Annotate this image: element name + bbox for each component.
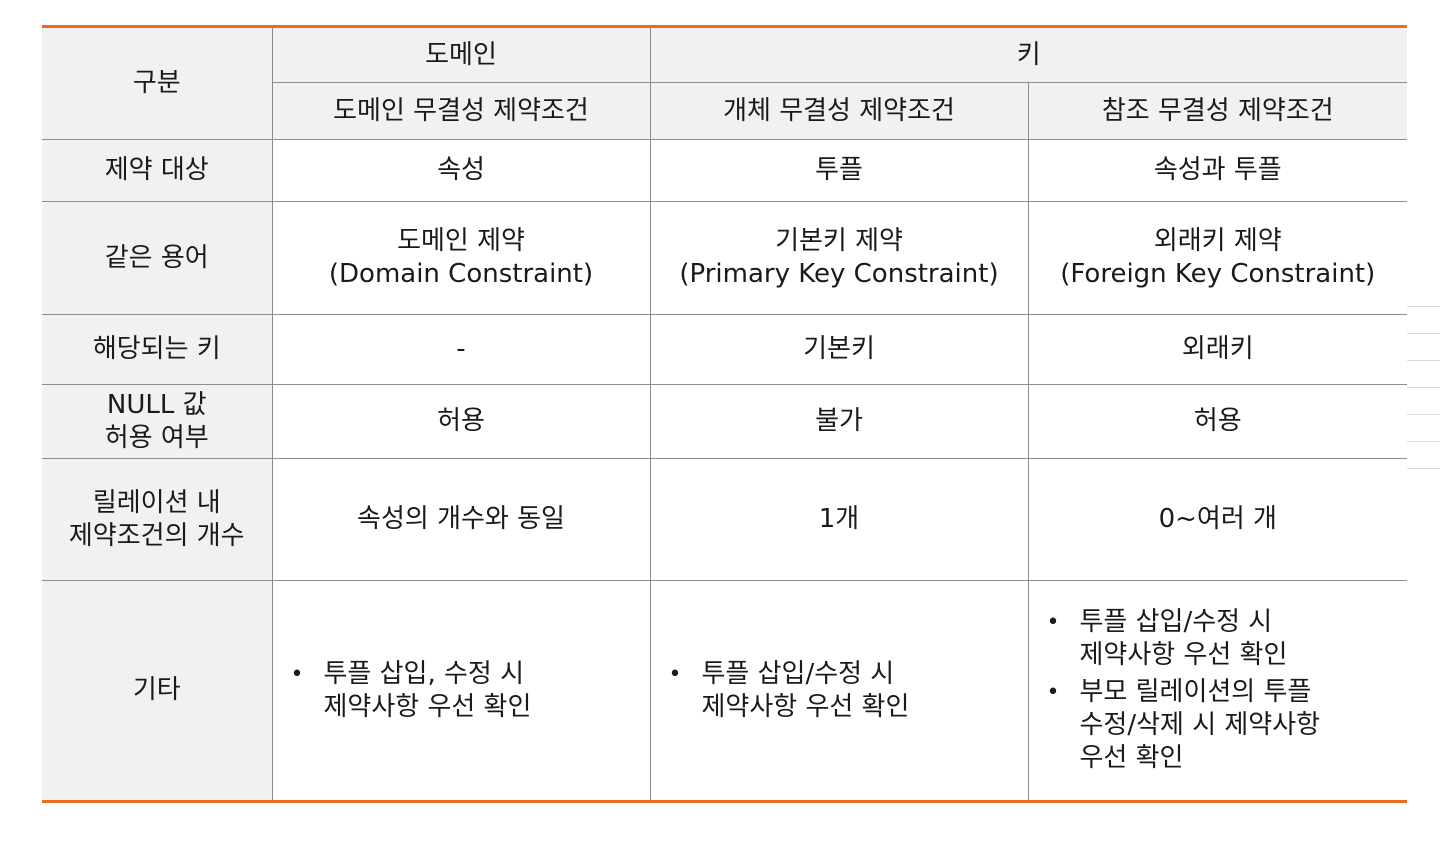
divider xyxy=(1407,306,1440,307)
list-item: 투플 삽입, 수정 시 제약사항 우선 확인 xyxy=(279,658,644,724)
list-item: 부모 릴레이션의 투플 수정/삭제 시 제약사항 우선 확인 xyxy=(1035,676,1402,775)
header-referential-constraint: 참조 무결성 제약조건 xyxy=(1027,82,1408,140)
list-item-line1: 투플 삽입/수정 시 xyxy=(701,658,895,689)
row-label-target: 제약 대상 xyxy=(42,139,273,202)
divider xyxy=(1407,468,1440,469)
list-item-line2: 제약사항 우선 확인 xyxy=(323,691,532,722)
divider xyxy=(1407,414,1440,415)
header-row-1: 구분 도메인 키 xyxy=(42,26,1408,140)
row-count: 릴레이션 내 제약조건의 개수 속성의 개수와 동일 1개 0~여러 개 xyxy=(42,458,1408,581)
row-label-key: 해당되는 키 xyxy=(42,314,273,385)
cell-key-referential: 외래키 xyxy=(1027,314,1408,385)
list-item-line2: 수정/삭제 시 제약사항 xyxy=(1079,710,1321,740)
cell-synonym-entity-line1: 기본키 제약 xyxy=(775,226,903,256)
list-item-line1: 부모 릴레이션의 투플 xyxy=(1079,677,1312,707)
cell-target-domain: 속성 xyxy=(271,139,651,202)
list-item-line3: 우선 확인 xyxy=(1079,743,1184,773)
etc-referential-list: 투플 삽입/수정 시 제약사항 우선 확인 부모 릴레이션의 투플 수정/삭제 … xyxy=(1035,606,1402,775)
cell-synonym-referential-line1: 외래키 제약 xyxy=(1153,226,1282,256)
header-domain: 도메인 xyxy=(271,26,651,83)
cell-synonym-referential: 외래키 제약 (Foreign Key Constraint) xyxy=(1027,201,1408,315)
cell-target-referential: 속성과 투플 xyxy=(1027,139,1408,202)
cell-synonym-domain-line1: 도메인 제약 xyxy=(397,226,525,256)
cell-key-entity: 기본키 xyxy=(649,314,1029,385)
cell-count-domain: 속성의 개수와 동일 xyxy=(271,458,651,581)
cell-count-referential: 0~여러 개 xyxy=(1027,458,1408,581)
list-item-line2: 제약사항 우선 확인 xyxy=(701,691,910,722)
cell-count-entity: 1개 xyxy=(649,458,1029,581)
divider xyxy=(1407,333,1440,334)
list-item: 투플 삽입/수정 시 제약사항 우선 확인 xyxy=(1035,606,1402,672)
list-item-line1: 투플 삽입/수정 시 xyxy=(1079,607,1273,637)
decorative-side-lines xyxy=(1407,306,1440,495)
comparison-table: 구분 도메인 키 도메인 무결성 제약조건 개체 무결성 제약조건 참조 무결성… xyxy=(42,25,1408,803)
list-item-line2: 제약사항 우선 확인 xyxy=(1079,640,1288,670)
cell-synonym-entity-line2: (Primary Key Constraint) xyxy=(679,259,999,289)
integrity-constraints-table: 구분 도메인 키 도메인 무결성 제약조건 개체 무결성 제약조건 참조 무결성… xyxy=(42,25,1408,803)
header-key: 키 xyxy=(649,26,1408,83)
cell-etc-referential: 투플 삽입/수정 시 제약사항 우선 확인 부모 릴레이션의 투플 수정/삭제 … xyxy=(1027,580,1408,802)
row-label-null: NULL 값 허용 여부 xyxy=(42,384,273,459)
divider xyxy=(1407,360,1440,361)
cell-null-entity: 불가 xyxy=(649,384,1029,459)
row-label-null-line1: NULL 값 xyxy=(106,389,207,420)
cell-target-entity: 투플 xyxy=(649,139,1029,202)
header-category: 구분 xyxy=(42,26,273,140)
cell-synonym-domain: 도메인 제약 (Domain Constraint) xyxy=(271,201,651,315)
divider xyxy=(1407,441,1440,442)
row-etc: 기타 투플 삽입, 수정 시 제약사항 우선 확인 투플 삽입/수정 시 제약사… xyxy=(42,580,1408,802)
list-item: 투플 삽입/수정 시 제약사항 우선 확인 xyxy=(657,658,1022,724)
row-label-count: 릴레이션 내 제약조건의 개수 xyxy=(42,458,273,581)
etc-entity-list: 투플 삽입/수정 시 제약사항 우선 확인 xyxy=(657,658,1022,724)
header-domain-constraint: 도메인 무결성 제약조건 xyxy=(272,82,651,140)
row-label-etc: 기타 xyxy=(42,580,273,802)
cell-synonym-referential-line2: (Foreign Key Constraint) xyxy=(1060,259,1376,289)
cell-etc-domain: 투플 삽입, 수정 시 제약사항 우선 확인 xyxy=(271,580,651,802)
row-label-synonym: 같은 용어 xyxy=(42,201,273,315)
cell-synonym-entity: 기본키 제약 (Primary Key Constraint) xyxy=(649,201,1029,315)
list-item-line1: 투플 삽입, 수정 시 xyxy=(323,658,525,689)
cell-etc-entity: 투플 삽입/수정 시 제약사항 우선 확인 xyxy=(649,580,1029,802)
row-null: NULL 값 허용 여부 허용 불가 허용 xyxy=(42,384,1408,459)
row-label-count-line1: 릴레이션 내 xyxy=(92,487,221,518)
divider xyxy=(1407,387,1440,388)
cell-null-referential: 허용 xyxy=(1027,384,1408,459)
cell-synonym-domain-line2: (Domain Constraint) xyxy=(328,259,594,289)
cell-key-domain: - xyxy=(271,314,651,385)
header-row-2: 도메인 무결성 제약조건 개체 무결성 제약조건 참조 무결성 제약조건 xyxy=(42,82,1408,140)
row-synonym: 같은 용어 도메인 제약 (Domain Constraint) 기본키 제약 … xyxy=(42,201,1408,315)
row-label-null-line2: 허용 여부 xyxy=(104,422,209,453)
row-key: 해당되는 키 - 기본키 외래키 xyxy=(42,314,1408,385)
etc-domain-list: 투플 삽입, 수정 시 제약사항 우선 확인 xyxy=(279,658,644,724)
row-label-count-line2: 제약조건의 개수 xyxy=(68,520,245,551)
row-target: 제약 대상 속성 투플 속성과 투플 xyxy=(42,139,1408,202)
header-entity-constraint: 개체 무결성 제약조건 xyxy=(649,82,1029,140)
cell-null-domain: 허용 xyxy=(271,384,651,459)
